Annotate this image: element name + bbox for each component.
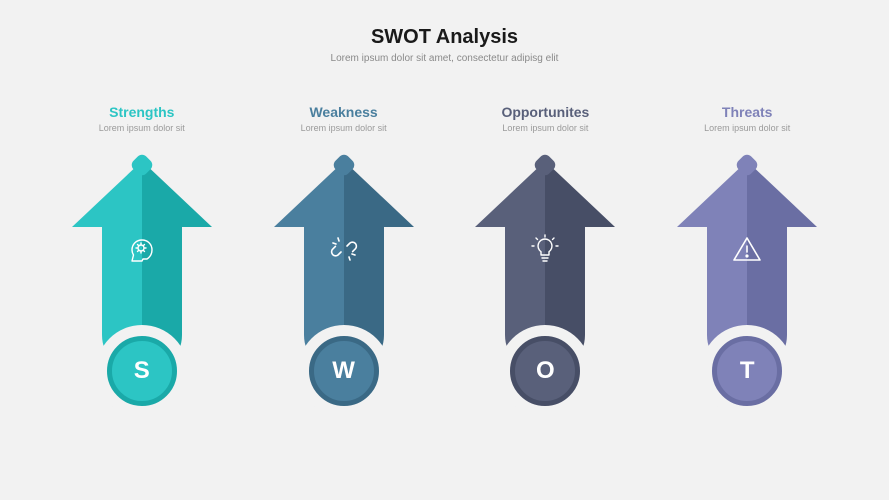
letter-circle: O xyxy=(499,325,591,417)
letter-circle: S xyxy=(96,325,188,417)
arrow: W xyxy=(274,161,414,421)
letter: S xyxy=(107,336,177,406)
lightbulb-icon xyxy=(475,233,615,265)
arrow: T xyxy=(677,161,817,421)
letter: W xyxy=(309,336,379,406)
warning-icon xyxy=(677,233,817,265)
page-title: SWOT Analysis xyxy=(0,26,889,49)
page-subtitle: Lorem ipsum dolor sit amet, consectetur … xyxy=(0,53,889,64)
column-subtext: Lorem ipsum dolor sit xyxy=(657,123,837,133)
column-heading: Threats xyxy=(657,104,837,120)
column-subtext: Lorem ipsum dolor sit xyxy=(52,123,232,133)
swot-column-weakness: Weakness Lorem ipsum dolor sit W xyxy=(254,104,434,421)
column-subtext: Lorem ipsum dolor sit xyxy=(254,123,434,133)
swot-columns: Strengths Lorem ipsum dolor sit S xyxy=(0,104,889,421)
column-heading: Strengths xyxy=(52,104,232,120)
header: SWOT Analysis Lorem ipsum dolor sit amet… xyxy=(0,0,889,64)
arrow: S xyxy=(72,161,212,421)
letter-circle: W xyxy=(298,325,390,417)
column-heading: Weakness xyxy=(254,104,434,120)
letter-circle: T xyxy=(701,325,793,417)
swot-column-opportunities: Opportunites Lorem ipsum dolor sit O xyxy=(455,104,635,421)
letter: O xyxy=(510,336,580,406)
column-subtext: Lorem ipsum dolor sit xyxy=(455,123,635,133)
head-gear-icon xyxy=(72,233,212,265)
arrow: O xyxy=(475,161,615,421)
column-heading: Opportunites xyxy=(455,104,635,120)
swot-column-strengths: Strengths Lorem ipsum dolor sit S xyxy=(52,104,232,421)
letter: T xyxy=(712,336,782,406)
broken-link-icon xyxy=(274,233,414,265)
swot-column-threats: Threats Lorem ipsum dolor sit T xyxy=(657,104,837,421)
